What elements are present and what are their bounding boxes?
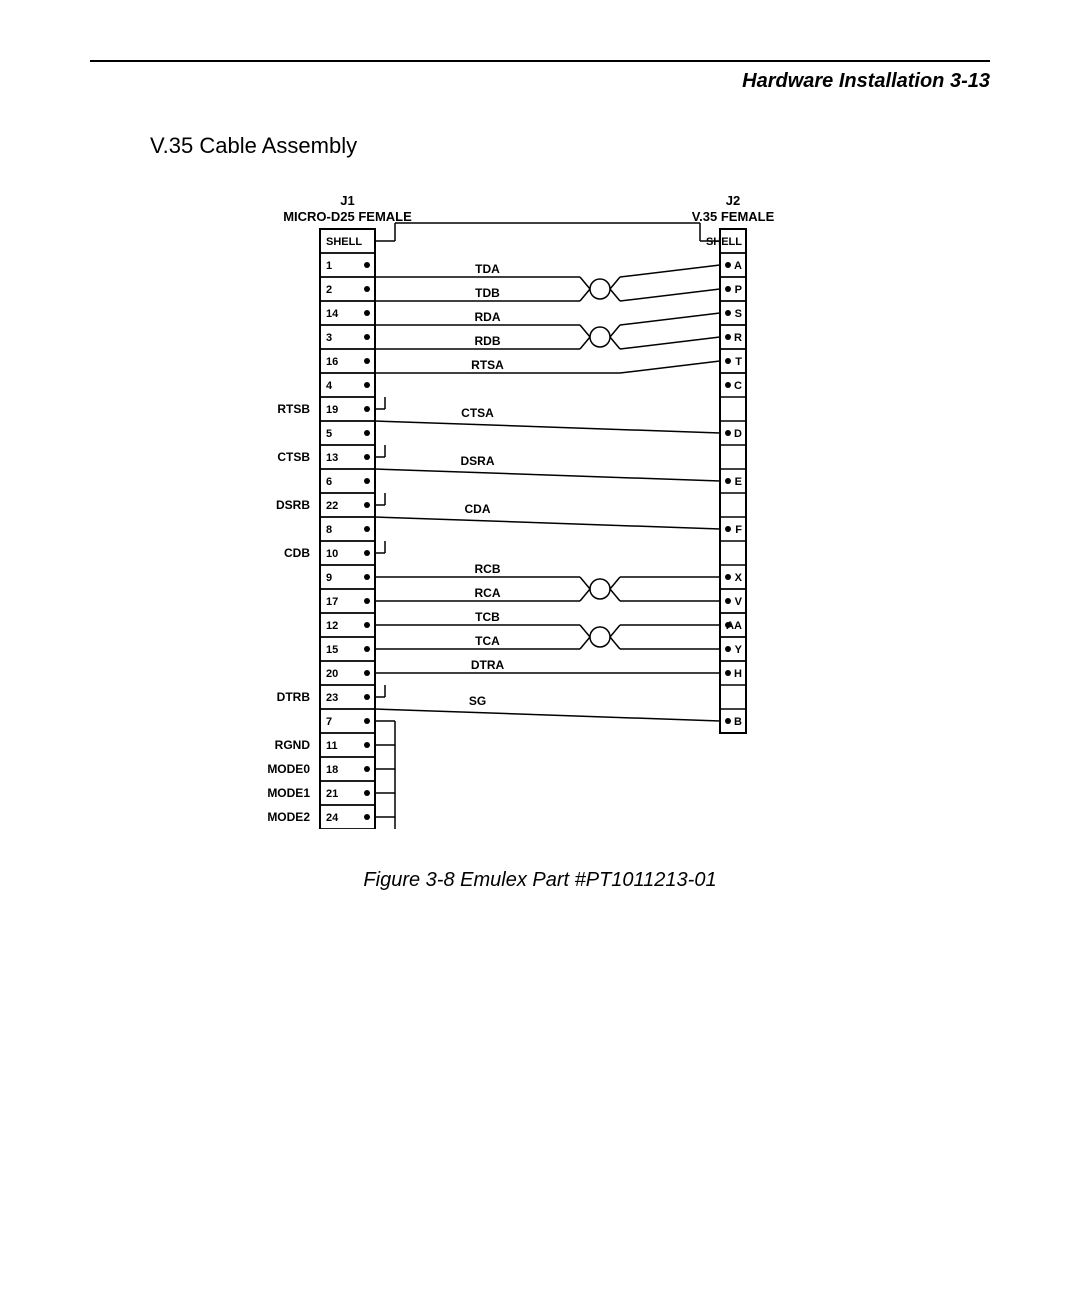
svg-text:TDA: TDA [475, 262, 500, 276]
svg-text:CDA: CDA [465, 502, 491, 516]
svg-text:RTSB: RTSB [277, 402, 310, 416]
svg-text:RDA: RDA [475, 310, 501, 324]
svg-text:18: 18 [326, 764, 338, 776]
header-divider [90, 60, 990, 62]
svg-text:E: E [735, 476, 742, 488]
svg-text:3: 3 [326, 332, 332, 344]
svg-text:S: S [735, 308, 742, 320]
svg-text:15: 15 [326, 644, 338, 656]
svg-text:17: 17 [326, 596, 338, 608]
svg-text:2: 2 [326, 284, 332, 296]
svg-text:11: 11 [326, 740, 338, 752]
svg-text:TDB: TDB [475, 286, 500, 300]
svg-text:P: P [735, 284, 742, 296]
svg-text:SHELL: SHELL [326, 236, 362, 248]
svg-text:12: 12 [326, 620, 338, 632]
svg-text:SHELL: SHELL [706, 236, 742, 248]
svg-text:AA: AA [726, 620, 742, 632]
svg-text:DSRB: DSRB [276, 498, 310, 512]
svg-text:DTRB: DTRB [277, 690, 311, 704]
svg-text:D: D [734, 428, 742, 440]
svg-text:Y: Y [735, 644, 743, 656]
svg-text:DSRA: DSRA [460, 454, 494, 468]
svg-text:TCA: TCA [475, 634, 500, 648]
svg-text:7: 7 [326, 716, 332, 728]
svg-text:16: 16 [326, 356, 338, 368]
svg-text:RCB: RCB [475, 562, 501, 576]
svg-text:23: 23 [326, 692, 338, 704]
svg-text:22: 22 [326, 500, 338, 512]
svg-text:1: 1 [326, 260, 332, 272]
svg-text:V: V [735, 596, 743, 608]
svg-text:CTSA: CTSA [461, 406, 494, 420]
svg-text:CTSB: CTSB [277, 450, 310, 464]
svg-text:V.35 FEMALE: V.35 FEMALE [692, 209, 775, 224]
svg-text:MODE1: MODE1 [267, 786, 310, 800]
svg-text:RCA: RCA [475, 586, 501, 600]
svg-text:X: X [735, 572, 743, 584]
svg-text:4: 4 [326, 380, 333, 392]
svg-text:R: R [734, 332, 742, 344]
svg-text:5: 5 [326, 428, 332, 440]
svg-text:DTRA: DTRA [471, 658, 505, 672]
svg-text:B: B [734, 716, 742, 728]
svg-text:10: 10 [326, 548, 338, 560]
svg-text:J1: J1 [340, 193, 354, 208]
svg-text:6: 6 [326, 476, 332, 488]
svg-text:C: C [734, 380, 742, 392]
svg-text:21: 21 [326, 788, 338, 800]
svg-text:T: T [735, 356, 742, 368]
svg-text:20: 20 [326, 668, 338, 680]
svg-text:13: 13 [326, 452, 338, 464]
svg-text:9: 9 [326, 572, 332, 584]
svg-text:SG: SG [469, 694, 486, 708]
svg-text:H: H [734, 668, 742, 680]
svg-text:24: 24 [326, 812, 339, 824]
svg-text:RGND: RGND [275, 738, 311, 752]
svg-text:RDB: RDB [475, 334, 501, 348]
svg-text:CDB: CDB [284, 546, 310, 560]
page-header: Hardware Installation 3-13 [90, 70, 990, 93]
section-title: V.35 Cable Assembly [150, 133, 990, 159]
svg-text:A: A [734, 260, 742, 272]
svg-text:MICRO-D25 FEMALE: MICRO-D25 FEMALE [283, 209, 412, 224]
svg-text:MODE2: MODE2 [267, 810, 310, 824]
svg-text:J2: J2 [726, 193, 740, 208]
svg-text:19: 19 [326, 404, 338, 416]
svg-text:TCB: TCB [475, 610, 500, 624]
svg-text:8: 8 [326, 524, 332, 536]
svg-text:F: F [735, 524, 742, 536]
cable-diagram: J1MICRO-D25 FEMALEJ2V.35 FEMALESHELL1214… [230, 189, 850, 829]
svg-text:14: 14 [326, 308, 339, 320]
svg-text:MODE0: MODE0 [267, 762, 310, 776]
figure-caption: Figure 3-8 Emulex Part #PT1011213-01 [90, 869, 990, 892]
svg-text:RTSA: RTSA [471, 358, 504, 372]
